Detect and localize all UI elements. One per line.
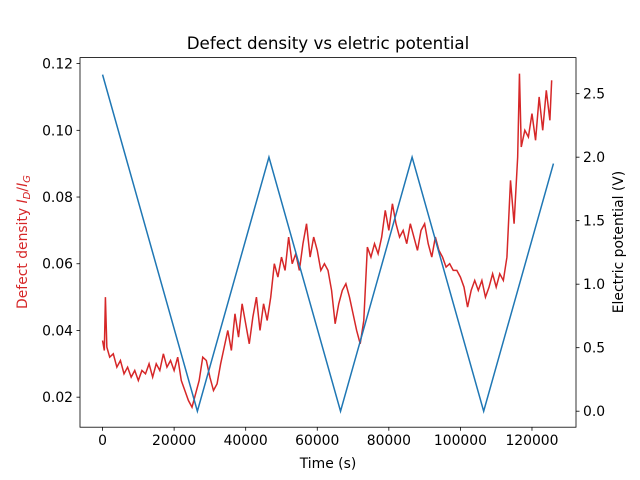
y2-tick-label: 1.0 — [583, 277, 605, 293]
y2-tick-label: 0.5 — [583, 341, 605, 357]
y2-tick-label: 2.5 — [583, 87, 605, 103]
y-axis-label: Defect density ID/IG — [15, 175, 33, 309]
y-label-part: G — [22, 175, 33, 183]
y-label-part: / — [15, 187, 31, 192]
data-line — [101, 74, 555, 414]
data-line — [101, 73, 553, 410]
y2-tick-label: 2.0 — [583, 150, 605, 166]
y-tick-label: 0.02 — [42, 390, 73, 406]
y-label-part: I — [15, 199, 31, 203]
y-label-part: D — [22, 191, 33, 199]
x-tick-label: 20000 — [152, 433, 196, 449]
x-tick-label: 80000 — [367, 433, 411, 449]
x-tick-label: 0 — [98, 433, 107, 449]
y-tick-label: 0.12 — [42, 57, 73, 73]
chart-title: Defect density vs eletric potential — [187, 33, 470, 53]
y-label-part: Defect density — [15, 203, 31, 309]
y2-tick-label: 0.0 — [583, 404, 605, 420]
y-tick-label: 0.06 — [42, 257, 73, 273]
y-tick-label: 0.04 — [42, 323, 73, 339]
y-label-part: I — [15, 183, 31, 187]
plot-frame — [79, 57, 577, 428]
x-tick-label: 100000 — [434, 433, 487, 449]
y-tick-label: 0.08 — [42, 190, 73, 206]
y-tick-label: 0.10 — [42, 123, 73, 139]
y2-tick-label: 1.5 — [583, 214, 605, 230]
x-tick-label: 60000 — [295, 433, 339, 449]
x-tick-label: 120000 — [505, 433, 558, 449]
x-tick-label: 40000 — [224, 433, 268, 449]
x-axis-label: Time (s) — [299, 456, 357, 472]
y2-axis-label: Electric potential (V) — [611, 171, 627, 313]
